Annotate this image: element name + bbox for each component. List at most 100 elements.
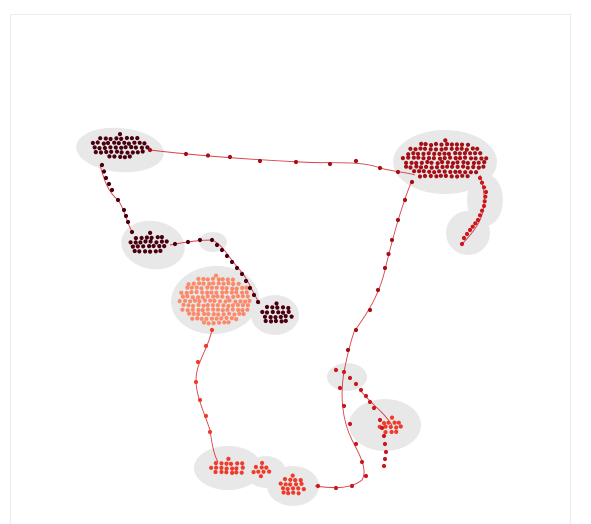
- node-cluster-salmon: [205, 277, 210, 282]
- node-cluster-salmon: [204, 316, 209, 321]
- node-cluster-top-right: [479, 156, 484, 161]
- node-cluster-top-left: [135, 136, 140, 141]
- node-chain-right-loop: [333, 367, 339, 373]
- node-cluster-salmon: [211, 281, 216, 286]
- node-cluster-lower-right: [396, 420, 401, 425]
- node-cluster-salmon: [196, 302, 201, 308]
- node-cluster-top-right: [443, 173, 448, 178]
- halo-small-mid: [199, 232, 227, 252]
- edge-right-tail: [461, 174, 485, 245]
- node-cluster-top-right: [437, 151, 442, 156]
- node-cluster-top-right: [429, 160, 434, 165]
- node-cluster-bottom-1: [209, 465, 214, 470]
- node-cluster-salmon: [194, 289, 199, 295]
- node-cluster-top-right: [463, 170, 468, 175]
- node-cluster-left-mid: [159, 235, 164, 240]
- node-cluster-salmon: [214, 290, 219, 295]
- node-cluster-left-mid: [158, 248, 163, 253]
- node-cluster-salmon: [220, 290, 225, 295]
- node-chain-right-down: [395, 217, 401, 223]
- node-chain-left: [121, 207, 127, 213]
- node-cluster-top-right: [471, 164, 476, 170]
- node-cluster-top-right: [421, 151, 426, 156]
- node-chain-right-tail: [459, 241, 465, 247]
- node-cluster-salmon: [185, 285, 190, 290]
- node-cluster-top-right: [455, 160, 460, 165]
- node-cluster-left-mid: [133, 236, 138, 241]
- node-chain-salmon-down: [193, 379, 199, 385]
- node-cluster-salmon: [223, 299, 228, 304]
- node-cluster-dark-small: [263, 318, 268, 324]
- node-cluster-top-left: [137, 140, 142, 145]
- node-cluster-top-left: [112, 154, 117, 159]
- node-cluster-salmon: [220, 294, 225, 299]
- node-cluster-top-right: [409, 160, 414, 165]
- node-chain-right-tail: [477, 213, 483, 218]
- node-cluster-top-right: [428, 173, 433, 179]
- node-cluster-salmon: [240, 303, 245, 308]
- node-cluster-left-mid: [147, 244, 152, 249]
- node-cluster-top-right: [411, 155, 416, 160]
- node-cluster-salmon: [185, 308, 190, 313]
- node-cluster-top-left: [129, 136, 134, 141]
- node-cluster-top-right: [449, 174, 454, 179]
- node-cluster-dark-small: [264, 304, 270, 310]
- node-cluster-left-mid: [151, 243, 156, 249]
- node-cluster-lower-right: [388, 424, 393, 430]
- halo-top-left: [76, 127, 164, 173]
- node-cluster-top-left: [114, 136, 119, 141]
- node-cluster-top-right: [418, 165, 424, 170]
- node-cluster-top-left: [105, 140, 111, 146]
- node-cluster-top-right: [465, 174, 470, 179]
- node-cluster-top-right: [421, 169, 426, 174]
- node-cluster-bottom-2: [253, 464, 258, 470]
- node-chain-mid: [214, 242, 220, 248]
- node-chain-top-bridge: [327, 161, 333, 167]
- node-cluster-salmon: [226, 320, 231, 325]
- node-cluster-top-right: [415, 151, 421, 156]
- node-chain-salmon-down: [207, 429, 213, 435]
- node-chain-mid: [247, 285, 253, 291]
- node-chain-top-bridge: [293, 159, 299, 165]
- node-cluster-top-right: [439, 147, 444, 152]
- node-cluster-top-right: [417, 174, 423, 179]
- node-chain-right-down: [367, 307, 373, 313]
- node-cluster-salmon: [215, 294, 220, 299]
- node-cluster-salmon: [188, 299, 193, 304]
- node-cluster-salmon: [222, 320, 227, 325]
- node-cluster-salmon: [201, 281, 206, 286]
- node-cluster-top-right: [408, 146, 413, 151]
- node-cluster-salmon: [224, 286, 229, 291]
- node-cluster-lower-right: [394, 429, 399, 434]
- node-chain-salmon-down: [197, 397, 203, 403]
- node-cluster-bottom-3: [301, 487, 306, 492]
- node-cluster-dark-small: [275, 305, 280, 310]
- node-cluster-dark-small: [286, 309, 291, 314]
- node-chain-top-bridge: [395, 169, 401, 175]
- node-cluster-top-right: [449, 146, 454, 151]
- node-cluster-top-left: [116, 141, 121, 146]
- node-cluster-top-right: [471, 160, 476, 166]
- node-cluster-salmon: [245, 294, 250, 299]
- node-chain-right-loop: [341, 403, 347, 409]
- cluster-halos: [76, 127, 503, 506]
- node-cluster-left-mid: [130, 244, 135, 249]
- node-cluster-top-right: [457, 151, 462, 156]
- node-cluster-top-right: [453, 156, 458, 161]
- node-cluster-top-right: [433, 141, 439, 147]
- node-cluster-top-right: [461, 164, 466, 169]
- node-chain-right-down: [386, 251, 391, 257]
- node-cluster-left-mid: [144, 235, 149, 240]
- node-cluster-bottom-3: [280, 486, 286, 491]
- node-cluster-left-mid: [139, 235, 144, 241]
- node-cluster-lower-right: [394, 425, 399, 430]
- node-cluster-salmon: [230, 307, 235, 312]
- node-cluster-top-left: [133, 145, 138, 150]
- node-cluster-salmon: [208, 298, 213, 303]
- halo-mid-right: [327, 363, 367, 391]
- node-cluster-bottom-3: [299, 481, 304, 486]
- node-cluster-salmon: [191, 311, 196, 316]
- node-cluster-top-right: [453, 151, 458, 156]
- node-cluster-bottom-3: [290, 486, 296, 491]
